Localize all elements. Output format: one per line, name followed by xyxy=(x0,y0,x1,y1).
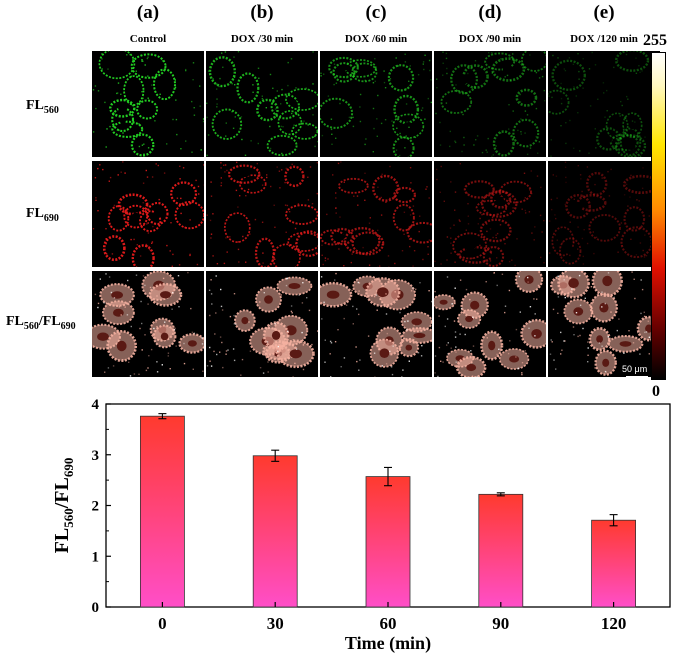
panel-letter-a: (a) xyxy=(136,2,160,23)
image-tile-r3-c1 xyxy=(92,271,204,377)
image-tile-r3-c4 xyxy=(434,271,546,377)
panel-letter-c: (c) xyxy=(365,2,387,23)
image-tile-r1-c2 xyxy=(206,51,318,157)
bar xyxy=(252,455,298,608)
image-tile-r1-c3 xyxy=(320,51,432,157)
x-tick-label: 0 xyxy=(158,614,167,633)
y-tick-label: 1 xyxy=(92,549,100,565)
image-tile-r2-c2 xyxy=(206,161,318,267)
colorbar-min-label: 0 xyxy=(652,383,660,400)
y-tick-label: 2 xyxy=(92,499,100,515)
row-label-ratio: FL560/FL690 xyxy=(6,314,76,332)
panel-title-b: DOX /30 min xyxy=(230,33,294,45)
image-tile-r2-c1 xyxy=(92,161,204,267)
row-label-fl560-sub: 560 xyxy=(43,104,59,116)
panel-letter-d: (d) xyxy=(478,2,502,23)
image-tile-r2-c4 xyxy=(434,161,546,267)
x-tick-label: 120 xyxy=(601,614,627,633)
image-tile-r1-c5 xyxy=(548,51,660,157)
panel-title-e: DOX /120 min xyxy=(570,33,638,45)
panel-letter-b: (b) xyxy=(250,2,274,23)
image-tile-r2-c5 xyxy=(548,161,660,267)
scale-bar xyxy=(626,376,648,378)
row-label-ratio-sub2: 690 xyxy=(60,320,76,332)
row-label-fl690-main: FL xyxy=(26,206,44,221)
x-tick-label: 30 xyxy=(267,614,284,633)
bar-chart: 0 1 2 3 4 0 30 60 90 120 Time (min) FL560/FL690 xyxy=(51,399,671,654)
panel-title-d: DOX /90 min xyxy=(458,33,522,45)
row-label-ratio-main: FL xyxy=(6,314,24,329)
bar xyxy=(478,493,524,608)
image-tile-r1-c4 xyxy=(434,51,546,157)
row-label-fl690-sub: 690 xyxy=(43,212,59,224)
image-tile-r1-c1 xyxy=(92,51,204,157)
bar xyxy=(139,415,185,608)
scale-bar-label: 50 μm xyxy=(622,364,648,374)
x-tick-label: 90 xyxy=(492,614,509,633)
y-tick-label: 3 xyxy=(92,448,100,464)
y-axis-label: FL560/FL690 xyxy=(51,458,76,554)
image-tile-r2-c3 xyxy=(320,161,432,267)
image-tile-r3-c3 xyxy=(320,271,432,377)
image-tile-r3-c5 xyxy=(548,271,660,377)
bar xyxy=(591,519,636,608)
bar xyxy=(365,476,411,608)
panel-title-a: Control xyxy=(129,33,167,45)
y-tick-label: 0 xyxy=(92,600,100,616)
row-label-ratio-main2: /FL xyxy=(38,314,61,329)
row-label-fl560-main: FL xyxy=(26,98,44,113)
intensity-colorbar xyxy=(651,52,666,380)
y-tick-label: 4 xyxy=(92,399,100,413)
x-tick-label: 60 xyxy=(380,614,397,633)
row-label-fl560: FL560 xyxy=(26,98,59,116)
row-label-ratio-sub: 560 xyxy=(23,320,39,332)
image-tile-r3-c2 xyxy=(206,271,318,377)
panel-letter-e: (e) xyxy=(593,2,615,23)
row-label-fl690: FL690 xyxy=(26,206,59,224)
colorbar-max-label: 255 xyxy=(643,32,667,49)
panel-title-c: DOX /60 min xyxy=(344,33,408,45)
x-axis-label: Time (min) xyxy=(345,633,431,654)
